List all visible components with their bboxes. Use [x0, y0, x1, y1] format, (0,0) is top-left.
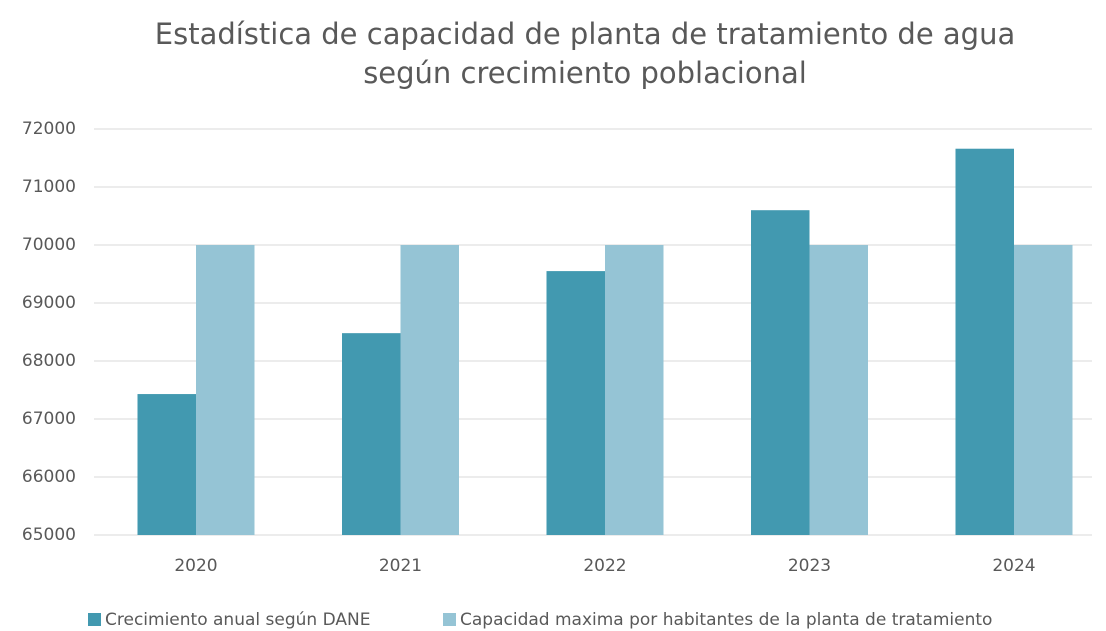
y-tick-label: 69000: [22, 293, 76, 313]
bar: [955, 148, 1014, 535]
legend-swatch: [443, 613, 456, 626]
y-tick-label: 68000: [22, 351, 76, 371]
bar: [196, 245, 255, 535]
y-tick-label: 65000: [22, 525, 76, 545]
bar: [751, 210, 810, 535]
x-tick-label: 2021: [379, 556, 422, 576]
x-tick-label: 2022: [583, 556, 626, 576]
bar: [137, 394, 196, 535]
y-tick-label: 70000: [22, 235, 76, 255]
legend-label: Crecimiento anual según DANE: [105, 610, 370, 630]
bar: [605, 245, 664, 535]
x-tick-label: 2023: [788, 556, 831, 576]
bar: [400, 245, 459, 535]
chart-title: según crecimiento poblacional: [363, 56, 807, 90]
x-tick-label: 2020: [174, 556, 217, 576]
y-tick-label: 67000: [22, 409, 76, 429]
bar: [1014, 245, 1073, 535]
legend-swatch: [88, 613, 101, 626]
bar: [546, 271, 605, 535]
legend-label: Capacidad maxima por habitantes de la pl…: [460, 610, 992, 630]
y-tick-label: 72000: [22, 119, 76, 139]
bar: [809, 245, 868, 535]
y-tick-label: 66000: [22, 467, 76, 487]
y-tick-label: 71000: [22, 177, 76, 197]
x-tick-label: 2024: [992, 556, 1035, 576]
bar: [342, 333, 401, 535]
chart-title: Estadística de capacidad de planta de tr…: [155, 17, 1015, 51]
